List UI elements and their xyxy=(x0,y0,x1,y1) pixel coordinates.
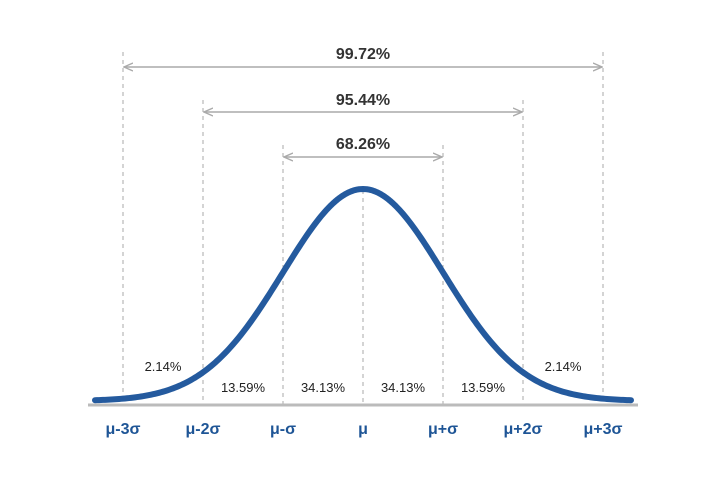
region-label-inner-left: 34.13% xyxy=(301,380,346,395)
range-label-3-sigma: 99.72% xyxy=(336,46,390,63)
axis-label-minus-1-sigma: μ-σ xyxy=(270,421,296,438)
region-label-outer-right: 2.14% xyxy=(545,359,582,374)
axis-label-minus-2-sigma: μ-2σ xyxy=(186,421,221,438)
axis-label-plus-3-sigma: μ+3σ xyxy=(584,421,623,438)
axis-label-mean: μ xyxy=(358,421,368,438)
range-label-2-sigma: 95.44% xyxy=(336,92,390,109)
region-label-mid-right: 13.59% xyxy=(461,380,506,395)
guide-lines xyxy=(122,52,604,405)
region-label-mid-left: 13.59% xyxy=(221,380,266,395)
range-arrows xyxy=(124,67,602,157)
axis-label-plus-1-sigma: μ+σ xyxy=(428,421,458,438)
region-label-inner-right: 34.13% xyxy=(381,380,426,395)
axis-label-plus-2-sigma: μ+2σ xyxy=(504,421,543,438)
region-labels: 2.14% 13.59% 34.13% 34.13% 13.59% 2.14% xyxy=(145,359,582,395)
range-label-1-sigma: 68.26% xyxy=(336,136,390,153)
bell-curve xyxy=(92,186,634,404)
region-label-outer-left: 2.14% xyxy=(145,359,182,374)
axis-label-minus-3-sigma: μ-3σ xyxy=(106,421,141,438)
range-labels: 99.72% 95.44% 68.26% xyxy=(336,46,390,153)
axis-labels: μ-3σ μ-2σ μ-σ μ μ+σ μ+2σ μ+3σ xyxy=(106,421,623,438)
